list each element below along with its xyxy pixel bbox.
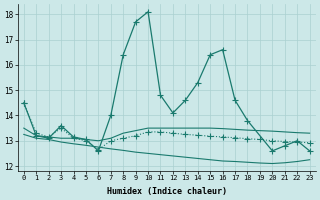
X-axis label: Humidex (Indice chaleur): Humidex (Indice chaleur): [107, 187, 227, 196]
